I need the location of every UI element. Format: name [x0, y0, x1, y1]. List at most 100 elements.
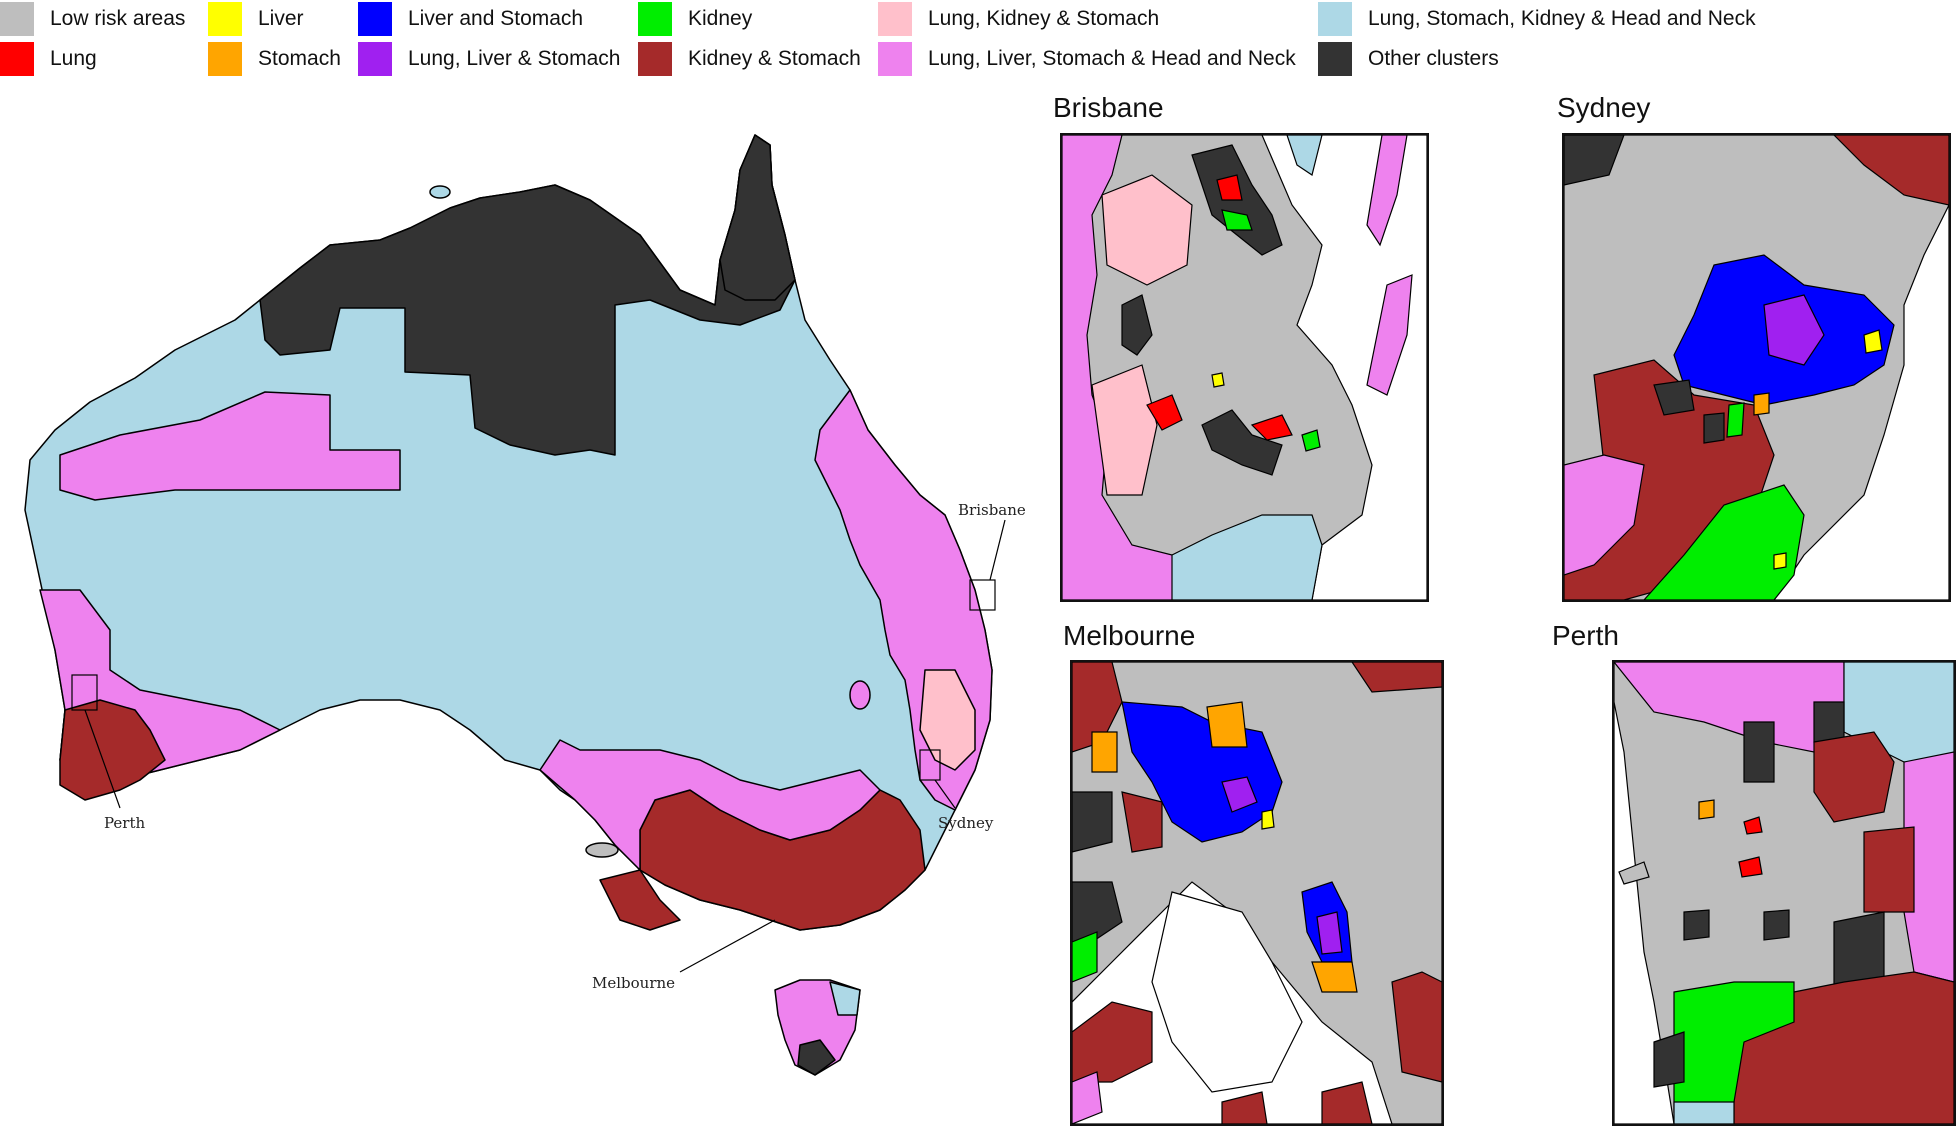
legend-label: Lung, Stomach, Kidney & Head and Neck [1368, 7, 1756, 30]
sydney-leader-line [934, 779, 956, 809]
legend-label: Lung, Kidney & Stomach [928, 7, 1160, 30]
brisbane-red-2 [1146, 394, 1183, 431]
perth-light-blue-south [1673, 1101, 1735, 1124]
inset-map-brisbane [1060, 133, 1429, 602]
inset-svg-brisbane [1062, 135, 1427, 600]
legend-item-lung-stomach-kidney-headneck: Lung, Stomach, Kidney & Head and Neck [1318, 2, 1756, 36]
sydney-purple [1763, 294, 1825, 366]
legend-swatch-lung-kidney-stomach [878, 2, 912, 36]
inset-title-brisbane: Brisbane [1053, 92, 1164, 123]
legend-swatch-kidney-stomach [638, 42, 672, 76]
melbourne-orange-2 [1091, 731, 1118, 773]
island-north [429, 185, 451, 199]
sydney-orange [1753, 392, 1770, 416]
melbourne-north-east-brown [1351, 662, 1442, 693]
south-coast-region-brown [599, 869, 681, 931]
brisbane-mid-dark-1 [1121, 294, 1153, 356]
sydney-yellow [1863, 329, 1883, 354]
legend-label: Low risk areas [50, 7, 186, 30]
inset-title-melbourne: Melbourne [1063, 620, 1196, 651]
melbourne-yellow [1261, 809, 1275, 830]
city-label-brisbane: Brisbane [958, 501, 1026, 519]
north-east-region-dark [719, 134, 796, 301]
legend-swatch-lung-liver-stomach [358, 42, 392, 76]
legend-item-lung-liver-stomach-headneck: Lung, Liver, Stomach & Head and Neck [878, 42, 1296, 76]
legend-item-kidney-stomach: Kidney & Stomach [638, 42, 861, 76]
legend-item-liver: Liver [208, 2, 304, 36]
tasmania-region-light-blue [829, 981, 861, 1016]
legend-label: Lung, Liver, Stomach & Head and Neck [928, 47, 1296, 70]
legend-swatch-kidney [638, 2, 672, 36]
inset-svg-sydney [1564, 135, 1949, 600]
legend-swatch-liver [208, 2, 242, 36]
brisbane-south-light-blue [1171, 514, 1323, 600]
melbourne-west-dark [1072, 791, 1113, 853]
melbourne-bay-purple [1316, 911, 1343, 955]
legend-label: Other clusters [1368, 47, 1499, 70]
melbourne-south-west-violet [1072, 1071, 1103, 1124]
brisbane-red-1 [1216, 174, 1243, 201]
city-label-perth: Perth [104, 814, 145, 832]
inset-svg-perth [1614, 662, 1954, 1124]
south-region-violet [539, 739, 881, 871]
brisbane-yellow [1211, 372, 1225, 388]
melbourne-south-dark [1072, 881, 1123, 943]
brisbane-red-3 [1250, 414, 1293, 441]
australia-map: Brisbane Sydney Perth Melbourne [24, 134, 1026, 1076]
melbourne-west-green [1072, 931, 1098, 983]
city-label-sydney: Sydney [938, 814, 994, 832]
inset-svg-melbourne [1072, 662, 1442, 1124]
perth-brown-2 [1863, 826, 1915, 913]
map-legend: Low risk areas Lung Liver Stomach Liver … [0, 0, 1959, 82]
melbourne-orange-1 [1206, 701, 1248, 748]
perth-north-dark-1 [1743, 721, 1775, 783]
island-east [849, 680, 871, 710]
legend-item-liver-stomach: Liver and Stomach [358, 2, 583, 36]
melbourne-north-west-brown [1072, 662, 1123, 753]
brisbane-mid-dark-2 [1201, 409, 1283, 476]
brisbane-south-pink [1091, 364, 1158, 496]
brisbane-island-light-blue [1286, 135, 1323, 176]
brisbane-green-2 [1301, 429, 1321, 452]
island-south-west [585, 842, 619, 858]
brisbane-green-1 [1221, 209, 1253, 231]
legend-swatch-lung-liver-stomach-headneck [878, 42, 912, 76]
legend-label: Liver and Stomach [408, 7, 584, 30]
inset-map-perth [1612, 660, 1956, 1126]
perth-locator-box [71, 674, 98, 711]
sydney-small-green [1726, 402, 1745, 438]
legend-item-stomach: Stomach [208, 42, 341, 76]
inset-map-melbourne [1070, 660, 1444, 1126]
perth-island-grey [1618, 861, 1650, 885]
east-region-pink [919, 669, 976, 771]
melbourne-bay-orange [1311, 961, 1358, 993]
legend-swatch-stomach [208, 42, 242, 76]
west-region-violet [59, 391, 401, 501]
perth-north-dark-2 [1813, 701, 1845, 743]
melbourne-south-brown-2 [1321, 1081, 1373, 1124]
melbourne-west-brown [1121, 791, 1163, 853]
legend-label: Lung, Liver & Stomach [408, 47, 621, 70]
legend-item-lung-liver-stomach: Lung, Liver & Stomach [358, 42, 620, 76]
legend-swatch-lung [0, 42, 34, 76]
perth-dark-5 [1763, 909, 1790, 941]
melbourne-south-brown-1 [1221, 1091, 1268, 1124]
brisbane-pink [1101, 174, 1193, 286]
perth-leader-line [84, 709, 121, 809]
legend-label: Liver [258, 7, 304, 30]
legend-item-low-risk: Low risk areas [0, 2, 185, 36]
legend-label: Kidney [688, 7, 753, 30]
perth-red-2 [1738, 856, 1763, 878]
sydney-west-violet [1564, 454, 1645, 576]
legend-item-lung: Lung [0, 42, 97, 76]
sydney-south-yellow [1773, 552, 1787, 570]
brisbane-leader-line [989, 519, 1006, 581]
sydney-north-brown [1833, 135, 1949, 206]
inset-title-perth: Perth [1552, 620, 1619, 651]
sydney-green [1643, 484, 1805, 600]
legend-item-kidney: Kidney [638, 2, 752, 36]
south-west-region-brown [59, 699, 166, 801]
legend-label: Kidney & Stomach [688, 47, 861, 70]
legend-item-lung-kidney-stomach: Lung, Kidney & Stomach [878, 2, 1159, 36]
perth-red-1 [1743, 816, 1763, 835]
